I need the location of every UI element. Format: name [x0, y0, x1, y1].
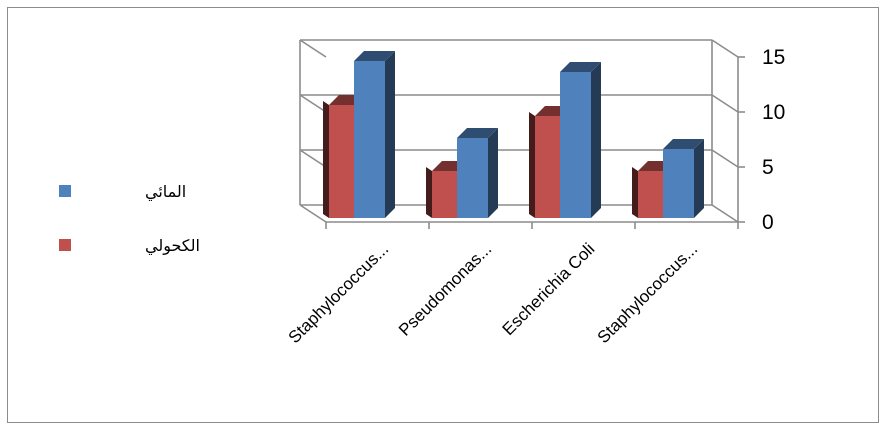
x-category-label: Staphylococcus... [594, 239, 702, 347]
y-tick-label: 5 [762, 156, 774, 179]
y-tick-label: 10 [762, 101, 785, 124]
legend-item-aqueous: المائي [59, 182, 186, 202]
bar-aqueous-3 [663, 139, 704, 218]
y-tick-label: 15 [762, 46, 785, 69]
legend-label: المائي [145, 182, 186, 202]
x-category-label: Escherichia Coli [499, 239, 599, 339]
x-category-label: Pseudomonas... [395, 239, 495, 339]
bar-aqueous-2 [560, 62, 601, 218]
y-tick-label: 0 [762, 211, 774, 234]
legend: المائي الكحولي [59, 182, 200, 256]
x-category-label: Staphylococcus... [285, 239, 393, 347]
legend-item-alcohol: الكحولي [59, 236, 200, 256]
bar-aqueous-1 [457, 128, 498, 218]
bars [323, 51, 704, 218]
legend-swatch [59, 239, 71, 251]
y-axis-ticks: 0 5 10 15 [762, 46, 785, 234]
x-axis-categories: Staphylococcus... Pseudomonas... Escherich… [285, 239, 702, 347]
legend-label: الكحولي [145, 236, 200, 256]
legend-swatch [59, 185, 71, 197]
bar-aqueous-0 [354, 51, 395, 218]
